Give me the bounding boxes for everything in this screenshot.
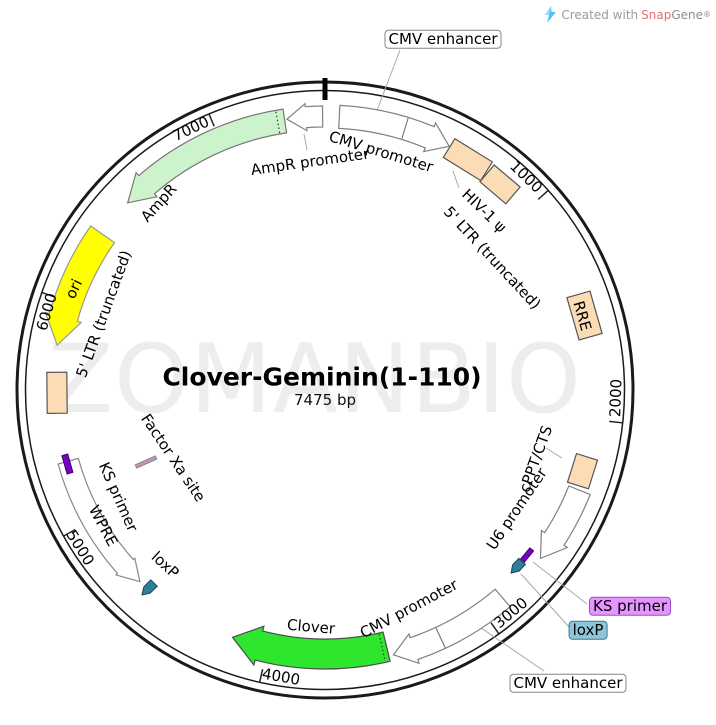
credit-brand-gene: Gene: [671, 7, 703, 22]
tick-mark-5000: [63, 528, 76, 537]
leader-line-5: [520, 573, 571, 629]
feature-box-hiv1-psi: [479, 164, 521, 205]
feature-arc-clover: [231, 625, 391, 670]
tick-mark-2000: [609, 420, 623, 424]
tick-mark-1000: [537, 190, 549, 200]
feature-arc-ampr-promoter: [285, 102, 324, 132]
marker-pentagon-loxp-left: [141, 579, 158, 596]
tick-mark-7000: [208, 114, 215, 127]
feature-divider-cmv-promoter-bottom: [435, 627, 446, 648]
credit-brand-snap: Snap: [641, 7, 672, 22]
feature-arc-cmv-promoter-bottom: [392, 588, 511, 665]
label-clover: Clover: [286, 615, 336, 638]
tick-mark-6000: [42, 291, 55, 298]
label-cmv-enhancer-top: CMV enhancer: [384, 29, 502, 49]
marker-pentagon-loxp-right: [510, 557, 527, 574]
credit-text: Created with: [561, 7, 639, 22]
label-cmv-enhancer-bottom: CMV enhancer: [509, 673, 627, 693]
leader-line-1: [303, 133, 308, 151]
tick-mark-4000: [259, 668, 264, 682]
feature-arc-ampr: [126, 108, 288, 204]
snapgene-icon: [545, 6, 557, 23]
watermark: ZOMANBIO: [48, 325, 582, 435]
feature-box-5ltr-truncated-right: [442, 137, 494, 182]
plasmid-title: Clover-Geminin(1-110): [162, 362, 482, 392]
label-loxp-right: loxP: [568, 620, 608, 640]
feature-arc-u6-promoter: [539, 485, 591, 560]
marker-bar-factor-xa-site: [134, 455, 158, 469]
marker-bar-ks-primer-left: [61, 453, 74, 475]
feature-box-cppt-cts: [566, 452, 599, 490]
label-ks-primer-right: KS primer: [589, 596, 671, 616]
plasmid-size: 7475 bp: [294, 390, 356, 409]
feature-box-5ltr-truncated-left: [46, 371, 68, 415]
credit-registered-mark: ®: [703, 10, 711, 19]
feature-dotted-edge-clover: [378, 633, 386, 662]
leader-line-4: [532, 561, 588, 605]
leader-line-3: [545, 447, 563, 459]
tick-label-2000: 2000: [606, 378, 626, 418]
feature-divider-cmv-promoter-top: [401, 117, 409, 140]
tick-mark-3000: [490, 622, 500, 634]
feature-arc-ori: [44, 225, 116, 347]
snapgene-credit: Created with Snap Gene ®: [544, 6, 711, 23]
feature-arc-wpre: [57, 457, 141, 583]
leader-line-0: [375, 49, 401, 114]
feature-box-rre: [566, 290, 603, 341]
leader-line-2: [452, 170, 460, 189]
feature-arc-cmv-promoter-top: [338, 104, 451, 153]
